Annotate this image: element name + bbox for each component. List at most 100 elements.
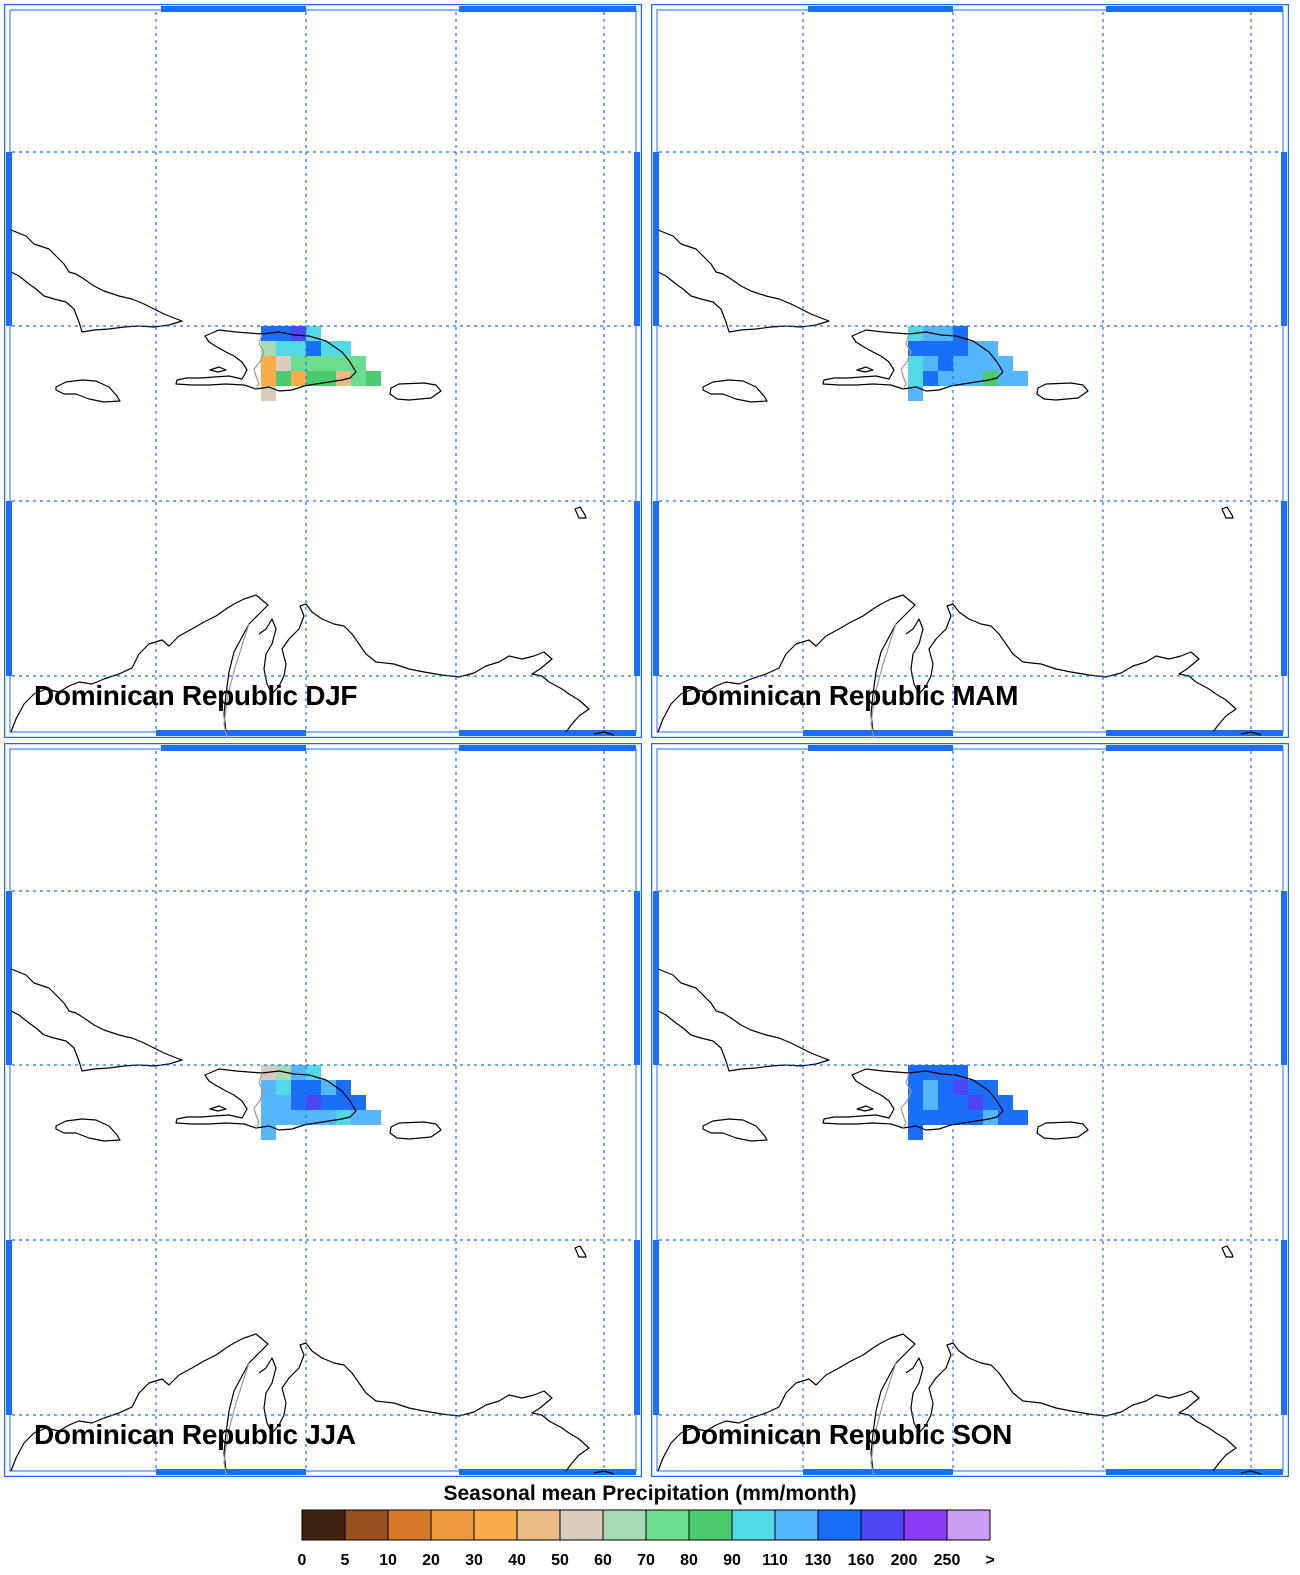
precip-cell-djf [276,356,291,371]
precip-cell-son [953,1095,968,1110]
coastline-7 [258,603,590,733]
precip-cell-djf [261,371,276,386]
precip-cell-son [953,1065,968,1080]
precip-cell-son [938,1065,953,1080]
precip-cell-mam [953,356,968,371]
precip-cell-mam [968,371,983,386]
colorbar-swatch [301,1509,346,1541]
precip-cell-son [953,1080,968,1095]
precip-cell-son [938,1095,953,1110]
coastline-2 [175,329,357,392]
precip-cell-son [938,1110,953,1125]
precip-cell-son [938,1080,953,1095]
coastline-4 [389,382,442,401]
precip-cell-mam [953,341,968,356]
frame-tick-left-1 [6,501,12,676]
precip-cell-jja [336,1110,351,1125]
precip-cell-jja [291,1095,306,1110]
precip-cell-son [923,1110,938,1125]
colorbar-swatch [387,1509,432,1541]
coastline-4 [1036,382,1089,401]
panel-mam: Dominican Republic MAM [651,4,1289,738]
coastline-8 [593,1470,615,1475]
precip-cell-jja [261,1095,276,1110]
precip-cell-jja [261,1080,276,1095]
precip-cell-mam [953,371,968,386]
precip-cell-jja [261,1110,276,1125]
precip-cell-mam [908,386,923,401]
colorbar-tick-label: > [985,1552,994,1569]
colorbar-swatch [430,1509,475,1541]
precip-cell-jja [261,1125,276,1140]
precip-cell-son [923,1095,938,1110]
coastline-3 [856,366,874,373]
precip-cell-djf [291,371,306,386]
coastline-5 [1221,1245,1234,1258]
coastline-1 [702,1118,768,1142]
precip-cell-son [908,1080,923,1095]
frame-tick-bottom-0 [156,1469,306,1475]
precip-cell-mam [998,356,1013,371]
frame-tick-left-1 [653,1240,659,1415]
coastline-0 [657,229,830,333]
precip-cell-jja [276,1110,291,1125]
precip-cell-mam [923,341,938,356]
precip-cell-djf [261,356,276,371]
coastline-0 [10,229,183,333]
map-border [9,9,637,733]
colorbar-tick-label: 160 [848,1552,875,1569]
country-border-haiti-dr [253,1072,265,1129]
frame-tick-top-1 [1106,6,1283,12]
precip-cell-jja [276,1095,291,1110]
colorbar-title: Seasonal mean Precipitation (mm/month) [443,1482,857,1505]
country-border-haiti-dr [900,1072,912,1129]
colorbar-tick-label: 200 [891,1552,918,1569]
precip-cell-jja [336,1095,351,1110]
frame-tick-top-1 [459,745,636,751]
precip-cell-son [983,1095,998,1110]
frame-tick-left-1 [6,1240,12,1415]
frame-tick-bottom-0 [156,730,306,736]
precip-cell-djf [351,356,366,371]
coastline-0 [657,968,830,1072]
coastline-7 [258,1342,590,1472]
panel-son: Dominican Republic SON [651,743,1289,1477]
coastline-0 [10,968,183,1072]
colorbar-tick-label: 20 [422,1552,440,1569]
colorbar-tick-label: 130 [805,1552,832,1569]
coastline-7 [905,603,1237,733]
colorbar-tick-label: 90 [723,1552,741,1569]
precip-cell-jja [291,1110,306,1125]
colorbar-swatch [860,1509,905,1541]
precip-cell-djf [306,326,321,341]
colorbar-tick-label: 10 [379,1552,397,1569]
frame-tick-left-1 [653,501,659,676]
precip-cell-mam [1013,371,1028,386]
precip-cell-djf [276,341,291,356]
coastline-3 [209,1105,227,1112]
colorbar-tick-label: 0 [298,1552,307,1569]
precip-cell-jja [321,1110,336,1125]
coastline-3 [209,366,227,373]
colorbar-tick-label: 30 [465,1552,483,1569]
precip-cell-jja [306,1095,321,1110]
colorbar-swatch [903,1509,948,1541]
country-border-haiti-dr [900,333,912,390]
frame-tick-bottom-1 [1106,730,1283,736]
colorbar-tick-label: 250 [934,1552,961,1569]
colorbar-tick-label: 70 [637,1552,655,1569]
precip-cell-jja [306,1080,321,1095]
coastline-6 [657,1333,916,1472]
country-border-colombia-venezuela [223,623,250,738]
panel-frame [4,4,642,738]
precip-cell-djf [306,356,321,371]
panel-frame [651,4,1289,738]
precip-cell-mam [908,356,923,371]
panel-frame [651,743,1289,1477]
colorbar-tick-label: 110 [762,1552,788,1569]
coastline-1 [702,379,768,403]
colorbar-swatch [602,1509,647,1541]
precip-cell-djf [261,341,276,356]
precip-cell-mam [968,356,983,371]
precip-cell-son [923,1080,938,1095]
